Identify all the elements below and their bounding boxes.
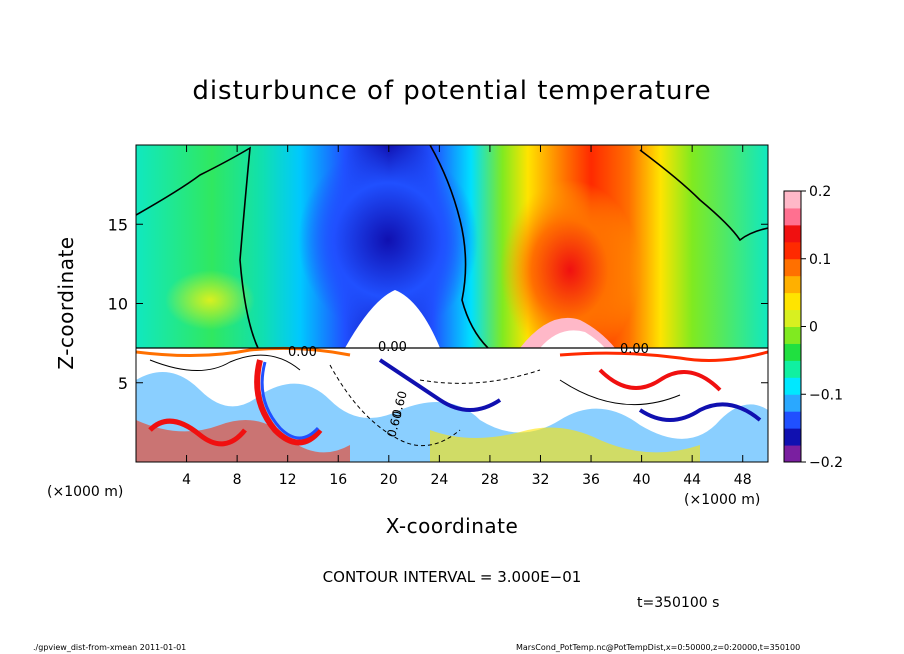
colorbar-tick-label: −0.1 (809, 387, 843, 403)
y-axis-ticks: 5 10 15 (108, 215, 768, 393)
colorbar-swatch (784, 343, 801, 361)
colorbar-tick-label: 0.1 (809, 252, 831, 268)
colorbar-swatch (784, 191, 801, 209)
x-tick-label: 40 (633, 472, 651, 488)
colorbar-tick-label: 0.2 (809, 184, 831, 200)
colorbar: 0.2 0.1 0 −0.1 −0.2 (783, 184, 843, 471)
y-tick-label: 15 (108, 215, 128, 234)
contour-label: 0.00 (620, 342, 649, 357)
colorbar-swatch (784, 411, 801, 429)
footer-source: MarsCond_PotTemp.nc@PotTempDist,x=0:5000… (516, 643, 801, 652)
x-tick-label: 48 (734, 472, 752, 488)
y-tick-label: 10 (108, 295, 128, 314)
x-tick-label: 8 (233, 472, 242, 488)
colorbar-swatch (784, 326, 801, 344)
x-tick-label: 24 (430, 472, 448, 488)
contour-label: 0.00 (288, 345, 317, 360)
colorbar-swatch (784, 377, 801, 395)
x-axis-unit-left: (×1000 m) (47, 484, 124, 500)
colorbar-tick-label: 0 (809, 320, 818, 336)
colorbar-swatch (784, 445, 801, 463)
x-tick-label: 16 (329, 472, 347, 488)
heatmap-field (136, 145, 768, 462)
x-tick-label: 4 (182, 472, 191, 488)
colorbar-swatch (784, 224, 801, 243)
colorbar-swatch (784, 207, 801, 226)
x-tick-label: 20 (380, 472, 398, 488)
contour-label: 0.60 (384, 409, 404, 438)
x-tick-label: 28 (481, 472, 499, 488)
colorbar-tick-label: −0.2 (809, 455, 843, 471)
colorbar-swatch (784, 360, 801, 378)
colorbar-swatch (784, 275, 801, 294)
colorbar-swatch (784, 292, 801, 311)
chart-title: disturbunce of potential temperature (192, 76, 712, 106)
x-tick-label: 44 (683, 472, 701, 488)
x-tick-label: 36 (582, 472, 600, 488)
x-tick-label: 32 (532, 472, 550, 488)
time-annotation: t=350100 s (637, 595, 720, 611)
colorbar-swatch (784, 241, 801, 260)
contour-lines (136, 145, 768, 447)
footer-command: ./gpview_dist-from-xmean 2011-01-01 (33, 643, 187, 652)
colorbar-swatch (784, 258, 801, 277)
contour-interval-note: CONTOUR INTERVAL = 3.000E−01 (322, 568, 582, 586)
colorbar-swatch (784, 309, 801, 327)
contour-label: 0.60 (389, 389, 409, 418)
x-axis-ticks: 4 8 12 16 20 24 28 32 36 40 44 48 (182, 145, 752, 488)
y-tick-label: 5 (118, 374, 128, 393)
x-axis-label: X-coordinate (385, 514, 519, 538)
colorbar-swatch (784, 428, 801, 446)
x-axis-unit-right: (×1000 m) (684, 492, 761, 508)
colorbar-swatch (784, 394, 801, 412)
contour-label: 0.00 (378, 340, 407, 355)
y-axis-label: Z-coordinate (54, 236, 78, 370)
x-tick-label: 12 (279, 472, 297, 488)
